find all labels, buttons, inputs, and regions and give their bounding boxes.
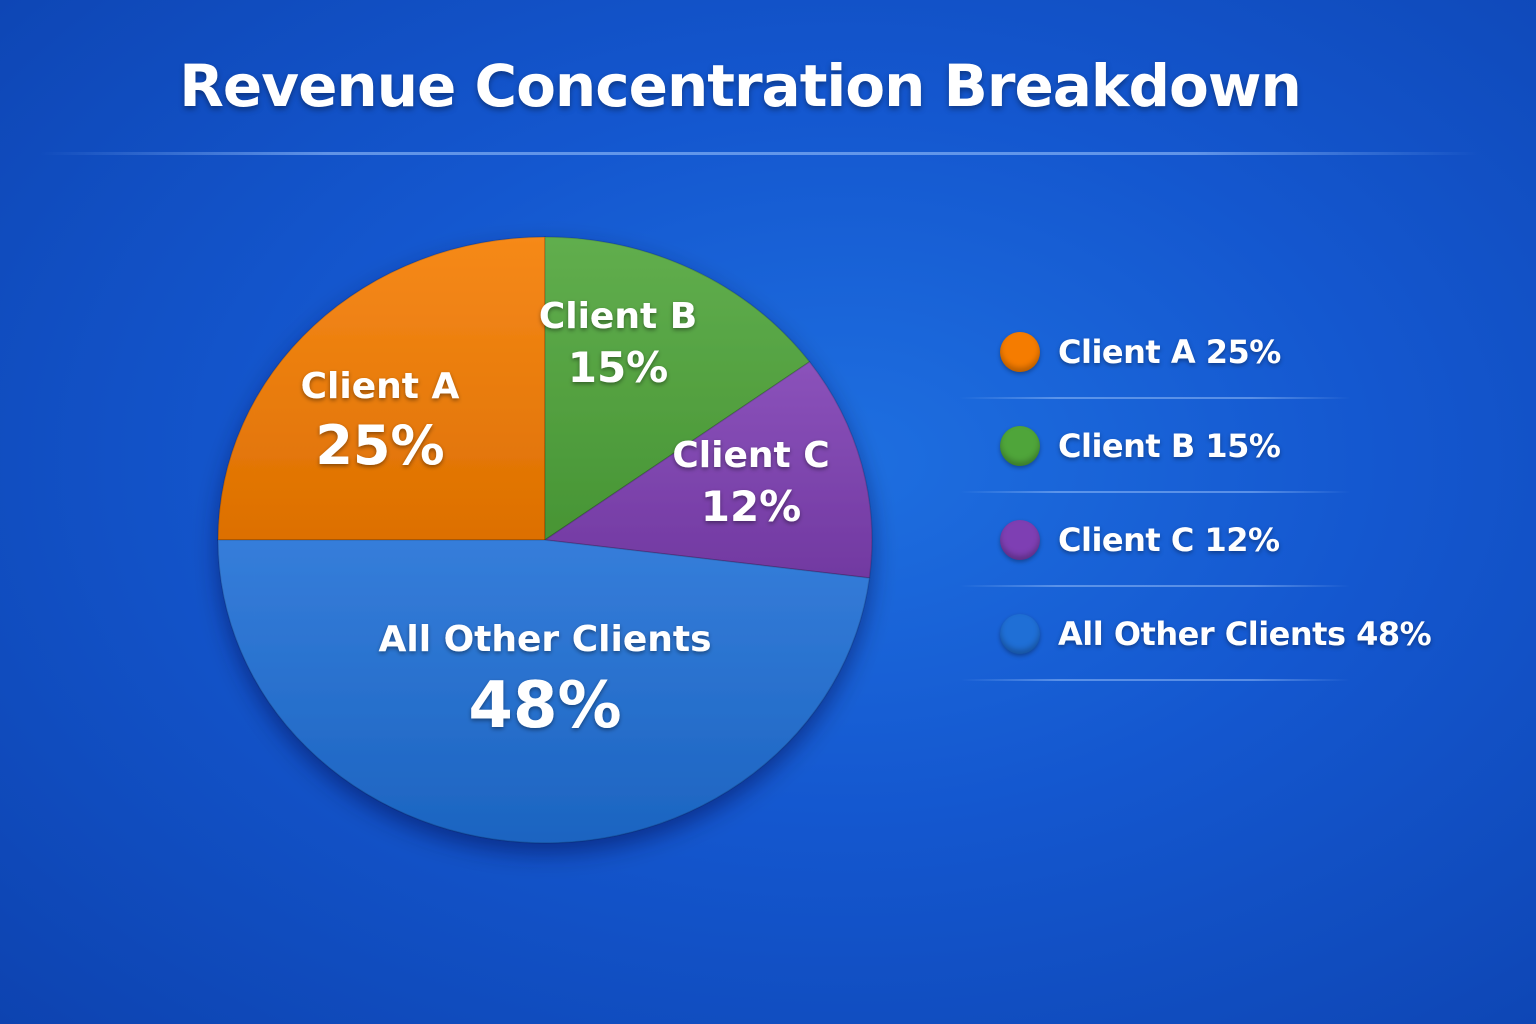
slice-name-label: Client A xyxy=(301,366,460,407)
legend-row: Client A 25% xyxy=(960,305,1281,399)
slice-value-label: 48% xyxy=(468,669,621,743)
chart-legend: Client A 25% Client B 15% Client C 12% All … xyxy=(960,305,1432,681)
legend-label: Client A 25% xyxy=(1058,333,1281,371)
legend-divider xyxy=(960,491,1350,493)
legend-row: Client C 12% xyxy=(960,493,1280,587)
slice-name-label: Client B xyxy=(539,296,697,337)
legend-swatch xyxy=(1000,426,1040,466)
legend-swatch xyxy=(1000,332,1040,372)
slice-value-label: 15% xyxy=(568,343,669,392)
legend-divider xyxy=(960,397,1350,399)
slice-value-label: 25% xyxy=(315,414,444,477)
legend-label: All Other Clients 48% xyxy=(1058,615,1432,653)
legend-row: Client B 15% xyxy=(960,399,1281,493)
legend-item: All Other Clients 48% xyxy=(960,587,1432,681)
legend-item: Client A 25% xyxy=(960,305,1400,399)
title-divider xyxy=(40,152,1480,155)
legend-swatch xyxy=(1000,614,1040,654)
legend-row: All Other Clients 48% xyxy=(960,587,1432,681)
legend-item: Client B 15% xyxy=(960,399,1400,493)
legend-swatch xyxy=(1000,520,1040,560)
slice-name-label: All Other Clients xyxy=(379,619,712,660)
legend-divider xyxy=(960,679,1350,681)
slice-name-label: Client C xyxy=(672,435,829,476)
legend-item: Client C 12% xyxy=(960,493,1400,587)
legend-label: Client B 15% xyxy=(1058,427,1281,465)
chart-title: Revenue Concentration Breakdown xyxy=(179,52,1301,120)
legend-label: Client C 12% xyxy=(1058,521,1280,559)
legend-divider xyxy=(960,585,1350,587)
slice-value-label: 12% xyxy=(701,482,802,531)
